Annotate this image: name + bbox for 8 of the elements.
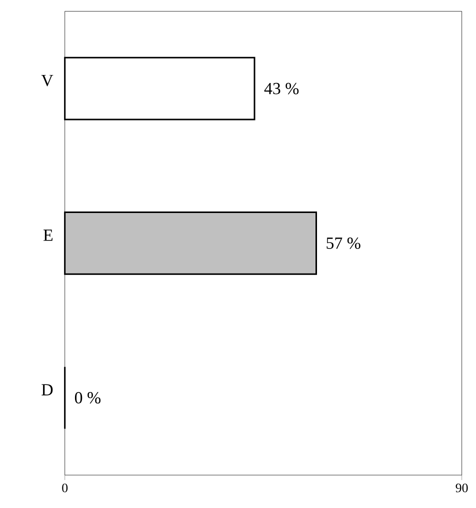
y-tick-label: D — [42, 384, 53, 396]
x-tick-label: 0 — [62, 484, 68, 492]
x-tick-label: 90 — [456, 484, 468, 492]
y-tick-label: V — [41, 74, 54, 86]
data-label: 0 % — [75, 392, 101, 404]
y-tick-label: E — [44, 230, 53, 241]
data-label: 57 % — [326, 237, 360, 249]
data-label: 43 % — [264, 82, 299, 94]
